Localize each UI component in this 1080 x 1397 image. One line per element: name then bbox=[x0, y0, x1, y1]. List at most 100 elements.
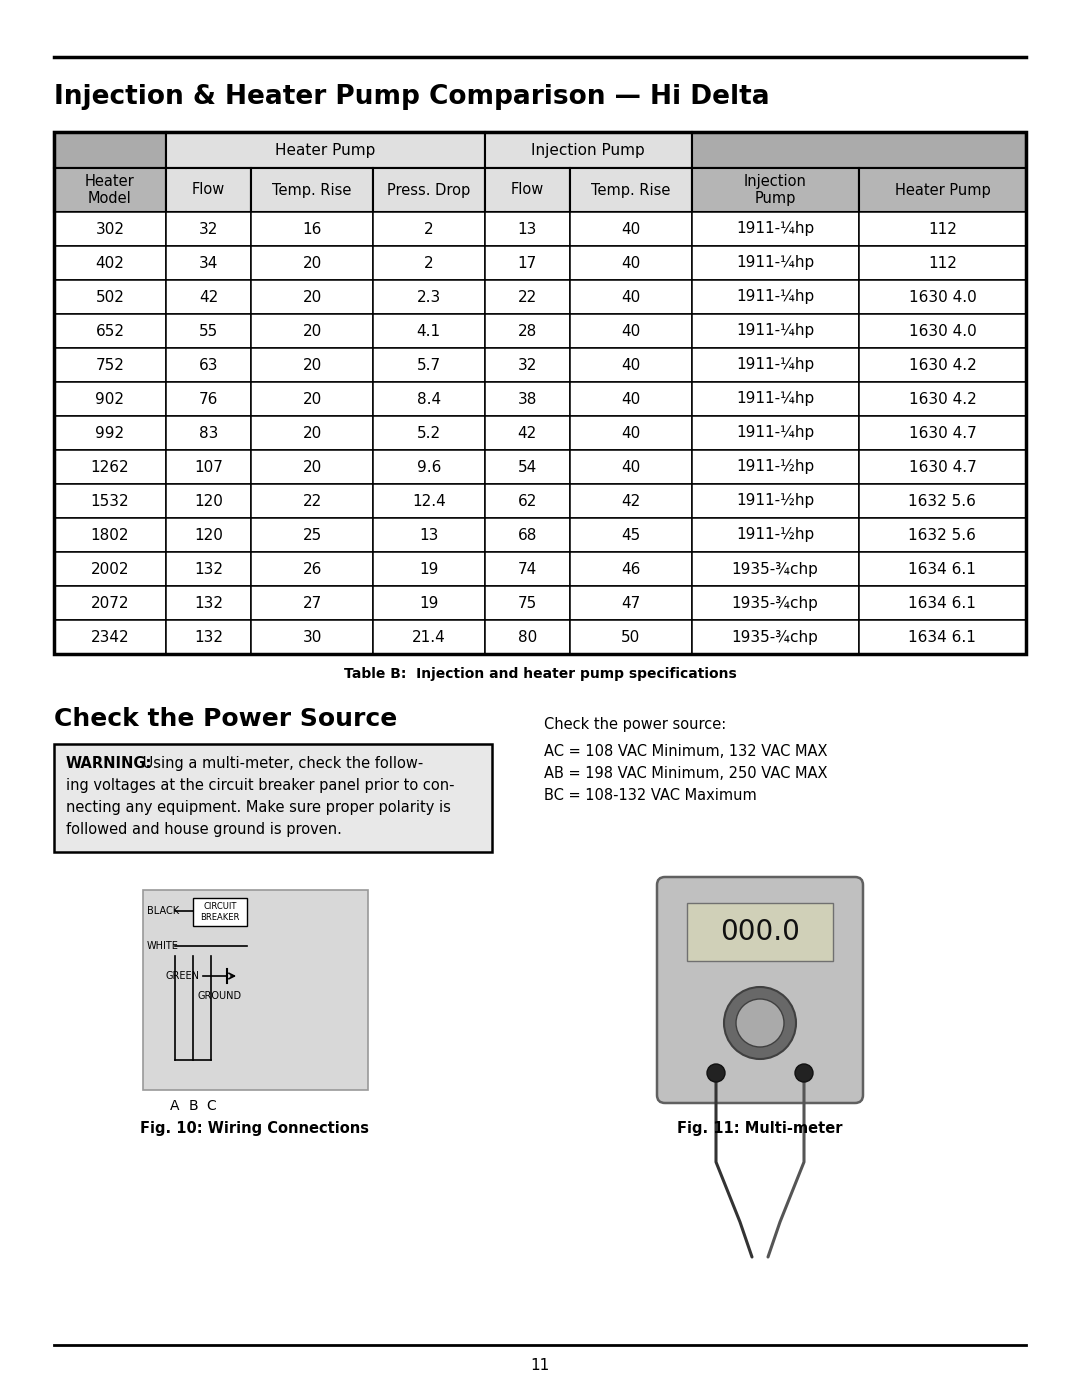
Text: 1630 4.2: 1630 4.2 bbox=[908, 391, 976, 407]
Text: 75: 75 bbox=[517, 595, 537, 610]
Text: 652: 652 bbox=[95, 324, 124, 338]
Text: 000.0: 000.0 bbox=[720, 918, 800, 946]
Bar bbox=[570, 620, 691, 654]
Text: B: B bbox=[188, 1099, 198, 1113]
Text: Table B:  Injection and heater pump specifications: Table B: Injection and heater pump speci… bbox=[343, 666, 737, 680]
Text: 752: 752 bbox=[95, 358, 124, 373]
Bar bbox=[691, 518, 859, 552]
Text: AC = 108 VAC Minimum, 132 VAC MAX: AC = 108 VAC Minimum, 132 VAC MAX bbox=[544, 745, 827, 760]
Text: followed and house ground is proven.: followed and house ground is proven. bbox=[66, 821, 342, 837]
Text: 40: 40 bbox=[621, 256, 640, 271]
Text: 2: 2 bbox=[423, 222, 433, 236]
Text: Using a multi-meter, check the follow-: Using a multi-meter, check the follow- bbox=[138, 756, 423, 771]
Bar bbox=[166, 620, 252, 654]
Bar bbox=[691, 552, 859, 585]
Bar bbox=[252, 246, 373, 279]
Text: 32: 32 bbox=[517, 358, 537, 373]
Text: Press. Drop: Press. Drop bbox=[387, 183, 470, 197]
Text: 45: 45 bbox=[621, 528, 640, 542]
Bar bbox=[166, 348, 252, 381]
Circle shape bbox=[724, 988, 796, 1059]
Bar bbox=[166, 279, 252, 314]
Text: 22: 22 bbox=[517, 289, 537, 305]
Text: 8.4: 8.4 bbox=[417, 391, 441, 407]
Bar bbox=[166, 314, 252, 348]
Text: 40: 40 bbox=[621, 222, 640, 236]
Text: 21.4: 21.4 bbox=[411, 630, 446, 644]
FancyBboxPatch shape bbox=[657, 877, 863, 1104]
Text: 1911-¼hp: 1911-¼hp bbox=[737, 256, 814, 271]
Bar bbox=[373, 416, 485, 450]
Text: 50: 50 bbox=[621, 630, 640, 644]
Text: 1632 5.6: 1632 5.6 bbox=[908, 493, 976, 509]
Bar bbox=[54, 745, 492, 852]
Text: 19: 19 bbox=[419, 595, 438, 610]
Bar bbox=[570, 552, 691, 585]
Text: 13: 13 bbox=[419, 528, 438, 542]
Text: 20: 20 bbox=[302, 391, 322, 407]
Bar bbox=[373, 585, 485, 620]
Bar bbox=[252, 450, 373, 483]
Bar bbox=[691, 348, 859, 381]
Bar bbox=[166, 552, 252, 585]
Text: 502: 502 bbox=[95, 289, 124, 305]
Bar bbox=[485, 416, 570, 450]
Bar bbox=[691, 279, 859, 314]
Bar bbox=[252, 620, 373, 654]
Bar bbox=[54, 381, 166, 416]
Bar bbox=[691, 381, 859, 416]
Text: 1911-½hp: 1911-½hp bbox=[737, 493, 814, 509]
Bar bbox=[54, 552, 166, 585]
Bar bbox=[485, 314, 570, 348]
Bar bbox=[54, 246, 166, 279]
Text: Flow: Flow bbox=[511, 183, 544, 197]
Text: CIRCUIT
BREAKER: CIRCUIT BREAKER bbox=[200, 902, 240, 922]
Text: 1911-¼hp: 1911-¼hp bbox=[737, 324, 814, 338]
Bar bbox=[54, 168, 166, 212]
Text: Heater Pump: Heater Pump bbox=[275, 142, 376, 158]
Text: 2002: 2002 bbox=[91, 562, 130, 577]
Text: 47: 47 bbox=[621, 595, 640, 610]
Text: 20: 20 bbox=[302, 256, 322, 271]
Bar bbox=[166, 246, 252, 279]
Bar bbox=[485, 620, 570, 654]
Text: 42: 42 bbox=[621, 493, 640, 509]
Text: 1911-¼hp: 1911-¼hp bbox=[737, 426, 814, 440]
Bar bbox=[691, 620, 859, 654]
Text: 402: 402 bbox=[95, 256, 124, 271]
Text: 2342: 2342 bbox=[91, 630, 130, 644]
Text: 1532: 1532 bbox=[91, 493, 130, 509]
Bar bbox=[54, 314, 166, 348]
Text: 107: 107 bbox=[194, 460, 222, 475]
Text: 902: 902 bbox=[95, 391, 124, 407]
Text: 2: 2 bbox=[423, 256, 433, 271]
Text: Injection Pump: Injection Pump bbox=[531, 142, 645, 158]
Bar bbox=[859, 212, 1026, 246]
Bar bbox=[373, 348, 485, 381]
Text: 40: 40 bbox=[621, 358, 640, 373]
Bar bbox=[859, 279, 1026, 314]
Text: 83: 83 bbox=[199, 426, 218, 440]
Bar bbox=[54, 131, 1026, 654]
Bar bbox=[54, 483, 166, 518]
Text: 20: 20 bbox=[302, 426, 322, 440]
Text: Check the power source:: Check the power source: bbox=[544, 717, 726, 732]
Text: 1630 4.2: 1630 4.2 bbox=[908, 358, 976, 373]
Text: 40: 40 bbox=[621, 324, 640, 338]
Bar bbox=[570, 518, 691, 552]
Bar bbox=[373, 518, 485, 552]
Bar bbox=[166, 585, 252, 620]
Bar bbox=[691, 416, 859, 450]
Bar bbox=[373, 483, 485, 518]
Bar bbox=[252, 348, 373, 381]
Text: 38: 38 bbox=[517, 391, 537, 407]
Bar bbox=[859, 518, 1026, 552]
Bar bbox=[859, 381, 1026, 416]
Bar bbox=[691, 314, 859, 348]
Text: 40: 40 bbox=[621, 426, 640, 440]
Text: 17: 17 bbox=[517, 256, 537, 271]
Text: 992: 992 bbox=[95, 426, 124, 440]
Bar bbox=[570, 314, 691, 348]
Bar bbox=[252, 168, 373, 212]
Bar bbox=[859, 552, 1026, 585]
